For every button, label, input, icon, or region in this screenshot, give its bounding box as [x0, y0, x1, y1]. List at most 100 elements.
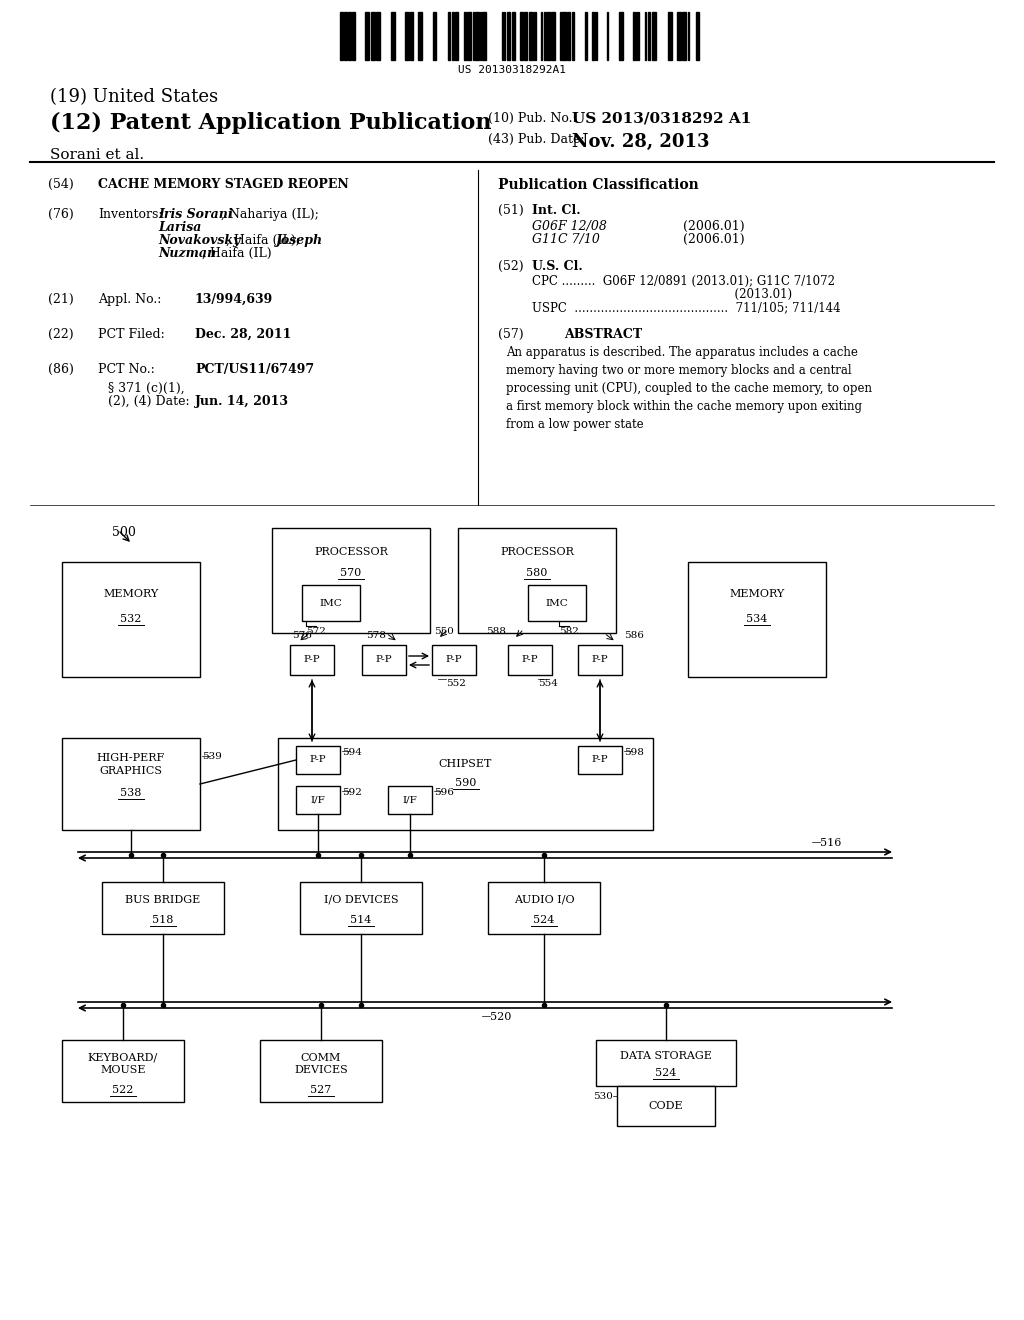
Text: 552: 552 [446, 678, 466, 688]
Bar [433, 12, 436, 59]
Text: Joseph: Joseph [276, 234, 324, 247]
Text: 550: 550 [434, 627, 454, 636]
Text: 596: 596 [434, 788, 454, 797]
Text: (22): (22) [48, 327, 74, 341]
Text: KEYBOARD/: KEYBOARD/ [88, 1053, 158, 1063]
Bar [371, 12, 375, 59]
Bar [475, 12, 479, 59]
Text: 532: 532 [120, 614, 141, 624]
Bar [449, 12, 450, 59]
Bar [652, 12, 656, 59]
Bar [340, 12, 343, 59]
Bar [520, 12, 523, 59]
Text: , Haifa (IL);: , Haifa (IL); [226, 234, 300, 247]
Bar [567, 12, 570, 59]
Bar [296, 746, 340, 774]
Text: I/F: I/F [310, 796, 326, 804]
Bar [488, 882, 600, 935]
Bar [464, 12, 466, 59]
Bar [562, 12, 566, 59]
Text: (12) Patent Application Publication: (12) Patent Application Publication [50, 112, 492, 135]
Bar [547, 12, 550, 59]
Text: CODE: CODE [648, 1101, 683, 1111]
Text: MEMORY: MEMORY [729, 589, 784, 599]
Bar [682, 12, 686, 59]
Bar [388, 785, 432, 814]
Text: P-P: P-P [592, 755, 608, 764]
Text: 516: 516 [820, 838, 842, 847]
Bar [418, 12, 422, 59]
Text: 572: 572 [306, 627, 326, 636]
Text: DATA STORAGE: DATA STORAGE [621, 1051, 712, 1061]
Text: 582: 582 [559, 627, 579, 636]
Text: 580: 580 [526, 568, 548, 578]
Text: USPC  .........................................  711/105; 711/144: USPC ...................................… [532, 301, 841, 314]
Bar [585, 12, 587, 59]
Bar [696, 12, 699, 59]
Bar [467, 12, 471, 59]
Text: 586: 586 [624, 631, 644, 640]
Bar [648, 12, 650, 59]
Text: ABSTRACT: ABSTRACT [564, 327, 642, 341]
Text: (86): (86) [48, 363, 74, 376]
Text: 570: 570 [340, 568, 361, 578]
Text: (43) Pub. Date:: (43) Pub. Date: [488, 133, 585, 147]
Text: BUS BRIDGE: BUS BRIDGE [125, 895, 201, 906]
Bar [617, 1086, 715, 1126]
Bar [302, 585, 360, 620]
Bar [290, 645, 334, 675]
Text: Jun. 14, 2013: Jun. 14, 2013 [195, 395, 289, 408]
Text: (10) Pub. No.:: (10) Pub. No.: [488, 112, 577, 125]
Bar [62, 738, 200, 830]
Text: Publication Classification: Publication Classification [498, 178, 698, 191]
Text: § 371 (c)(1),: § 371 (c)(1), [108, 381, 184, 395]
Text: PCT/US11/67497: PCT/US11/67497 [195, 363, 314, 376]
Bar [618, 12, 623, 59]
Text: 598: 598 [624, 748, 644, 756]
Text: P-P: P-P [445, 656, 462, 664]
Bar [260, 1040, 382, 1102]
Bar [592, 12, 595, 59]
Bar [296, 785, 340, 814]
Text: Dec. 28, 2011: Dec. 28, 2011 [195, 327, 292, 341]
Text: MEMORY: MEMORY [103, 589, 159, 599]
Text: 514: 514 [350, 915, 372, 925]
Bar [352, 12, 355, 59]
Text: I/O DEVICES: I/O DEVICES [324, 895, 398, 906]
Bar [452, 12, 454, 59]
Text: (76): (76) [48, 209, 74, 220]
Bar [102, 882, 224, 935]
Text: 530: 530 [593, 1092, 613, 1101]
Text: IMC: IMC [319, 598, 342, 607]
Bar [512, 12, 515, 59]
Text: IMC: IMC [546, 598, 568, 607]
Bar [507, 12, 510, 59]
Bar [668, 12, 672, 59]
Bar [432, 645, 476, 675]
Text: (2006.01): (2006.01) [683, 234, 744, 246]
Text: Iris Sorani: Iris Sorani [158, 209, 232, 220]
Text: 500: 500 [112, 525, 136, 539]
Bar [344, 12, 347, 59]
Bar [578, 746, 622, 774]
Text: PROCESSOR: PROCESSOR [500, 546, 573, 557]
Bar [572, 12, 574, 59]
Text: (52): (52) [498, 260, 523, 273]
Bar [365, 12, 369, 59]
Text: Appl. No.:: Appl. No.: [98, 293, 162, 306]
Bar [391, 12, 395, 59]
Text: Nuzman: Nuzman [158, 247, 216, 260]
Text: (51): (51) [498, 205, 523, 216]
Text: 534: 534 [746, 614, 768, 624]
Text: Novakovsky: Novakovsky [158, 234, 241, 247]
Text: PROCESSOR: PROCESSOR [314, 546, 388, 557]
Text: P-P: P-P [309, 755, 327, 764]
Bar [544, 12, 546, 59]
Text: (2006.01): (2006.01) [683, 220, 744, 234]
Text: 588: 588 [486, 627, 506, 636]
Bar [62, 1040, 184, 1102]
Text: CPC .........  G06F 12/0891 (2013.01); G11C 7/1072: CPC ......... G06F 12/0891 (2013.01); G1… [532, 275, 835, 288]
Bar [596, 1040, 736, 1086]
Bar [508, 645, 552, 675]
Text: AUDIO I/O: AUDIO I/O [514, 895, 574, 906]
